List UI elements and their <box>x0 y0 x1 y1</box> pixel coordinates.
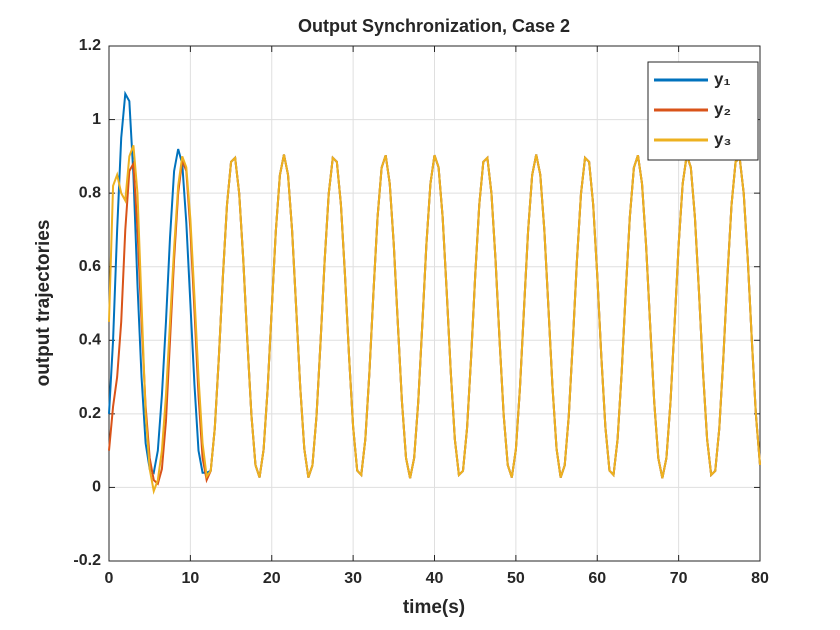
x-tick-label: 0 <box>105 570 114 587</box>
chart-title: Output Synchronization, Case 2 <box>298 16 570 36</box>
x-tick-label: 80 <box>751 570 769 587</box>
x-tick-label: 60 <box>588 570 606 587</box>
y-tick-label: 1 <box>92 111 101 128</box>
x-tick-label: 50 <box>507 570 525 587</box>
legend-label: y₁ <box>714 69 731 88</box>
y-tick-label: 0.4 <box>79 332 101 349</box>
x-axis-label: time(s) <box>403 597 465 618</box>
legend-label: y₂ <box>714 99 731 118</box>
x-tick-label: 10 <box>181 570 199 587</box>
series-line <box>108 144 761 495</box>
y-tick-label: 0 <box>92 479 101 496</box>
x-tick-label: 70 <box>670 570 688 587</box>
y-tick-label: -0.2 <box>73 552 101 569</box>
y-tick-label: 0.6 <box>79 258 101 275</box>
x-tick-label: 40 <box>426 570 444 587</box>
x-tick-label: 30 <box>344 570 362 587</box>
x-tick-label: 20 <box>263 570 281 587</box>
legend-label: y₃ <box>714 129 731 148</box>
y-tick-label: 0.2 <box>79 405 101 422</box>
y-tick-label: 0.8 <box>79 184 101 201</box>
y-tick-label: 1.2 <box>79 37 101 54</box>
y-axis-label: output trajectories <box>33 220 54 387</box>
